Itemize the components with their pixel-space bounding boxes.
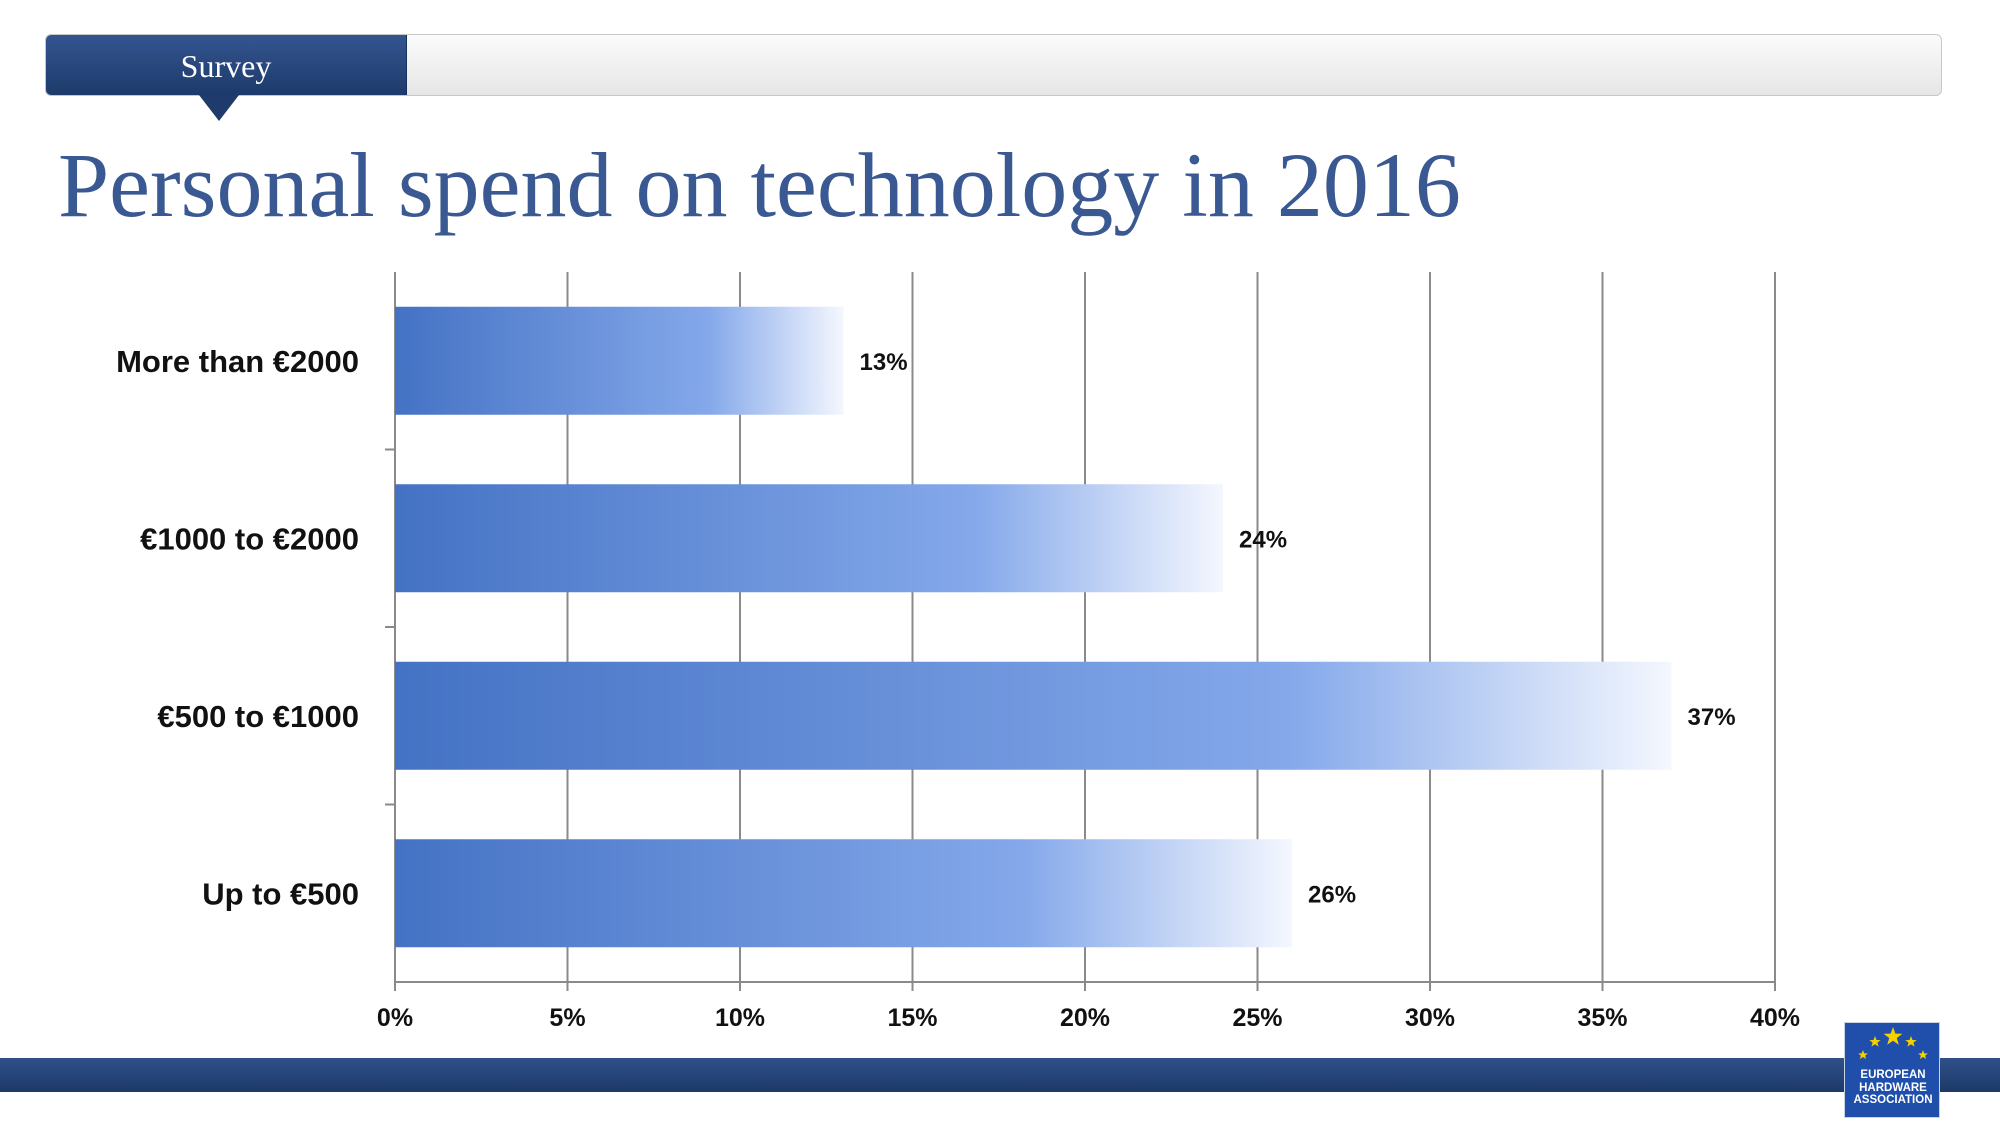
category-label: More than €2000	[116, 344, 359, 379]
x-tick-label: 5%	[549, 1004, 585, 1032]
x-tick-label: 10%	[715, 1004, 765, 1032]
section-header-bar: Survey	[45, 34, 1942, 96]
data-label: 26%	[1308, 881, 1356, 908]
category-label: €1000 to €2000	[140, 521, 359, 556]
bar-chart: 0% 5% 10% 15% 20% 25% 30% 35% 40% More than €2000…	[116, 272, 1800, 1032]
star-icon	[1858, 1027, 1928, 1059]
logo-line: EUROPEAN	[1860, 1069, 1926, 1081]
x-tick-label: 35%	[1577, 1004, 1627, 1032]
section-tab-pointer	[199, 95, 239, 121]
association-logo: EUROPEAN HARDWARE ASSOCIATION	[1844, 1022, 1940, 1118]
x-tick-label: 15%	[887, 1004, 937, 1032]
page-title: Personal spend on technology in 2016	[58, 134, 1461, 236]
category-label: €500 to €1000	[157, 699, 359, 734]
bar	[395, 839, 1292, 948]
x-tick-label: 30%	[1405, 1004, 1455, 1032]
section-tab	[46, 35, 407, 95]
data-label: 13%	[860, 349, 908, 376]
footer-band	[0, 1058, 2000, 1092]
category-label: Up to €500	[202, 876, 359, 911]
data-label: 37%	[1688, 704, 1736, 731]
bar	[395, 306, 844, 415]
x-tick-label: 40%	[1750, 1004, 1800, 1032]
logo-line: ASSOCIATION	[1853, 1094, 1933, 1106]
section-label: Survey	[180, 48, 272, 84]
bar	[395, 661, 1672, 770]
data-label: 24%	[1239, 526, 1287, 553]
x-tick-label: 20%	[1060, 1004, 1110, 1032]
logo-line: HARDWARE	[1859, 1081, 1927, 1094]
bar	[395, 484, 1223, 593]
x-tick-label: 0%	[377, 1004, 413, 1032]
x-tick-label: 25%	[1232, 1004, 1282, 1032]
logo-text: EUROPEAN HARDWARE ASSOCIATION	[1845, 1069, 1939, 1107]
